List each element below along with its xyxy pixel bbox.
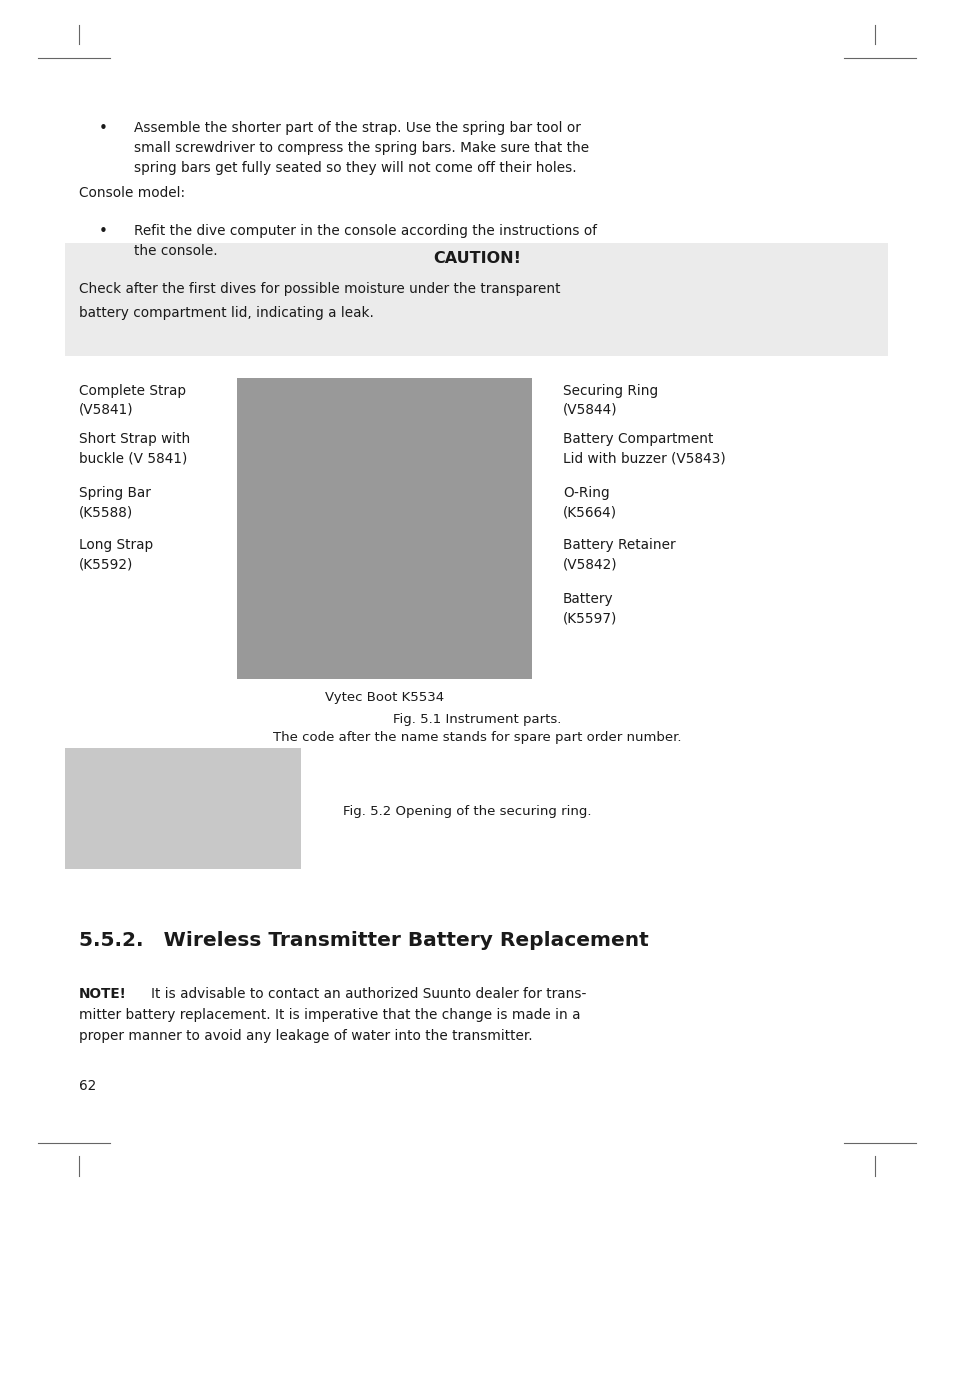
Text: buckle (V 5841): buckle (V 5841) bbox=[79, 451, 188, 465]
FancyBboxPatch shape bbox=[65, 243, 887, 356]
Text: (V5844): (V5844) bbox=[562, 403, 617, 417]
Text: Lid with buzzer (V5843): Lid with buzzer (V5843) bbox=[562, 451, 725, 465]
Text: 62: 62 bbox=[79, 1079, 96, 1093]
Text: Console model:: Console model: bbox=[79, 186, 185, 200]
Text: proper manner to avoid any leakage of water into the transmitter.: proper manner to avoid any leakage of wa… bbox=[79, 1029, 532, 1043]
Text: battery compartment lid, indicating a leak.: battery compartment lid, indicating a le… bbox=[79, 306, 374, 320]
Text: Fig. 5.2 Opening of the securing ring.: Fig. 5.2 Opening of the securing ring. bbox=[343, 805, 591, 818]
Text: (K5588): (K5588) bbox=[79, 505, 133, 519]
Text: NOTE!: NOTE! bbox=[79, 987, 127, 1000]
Text: mitter battery replacement. It is imperative that the change is made in a: mitter battery replacement. It is impera… bbox=[79, 1007, 580, 1023]
Text: Long Strap: Long Strap bbox=[79, 538, 153, 552]
Text: Battery Compartment: Battery Compartment bbox=[562, 432, 713, 446]
Text: O-Ring: O-Ring bbox=[562, 486, 609, 500]
Text: Complete Strap: Complete Strap bbox=[79, 384, 186, 397]
Text: Assemble the shorter part of the strap. Use the spring bar tool or: Assemble the shorter part of the strap. … bbox=[133, 121, 579, 135]
Text: Spring Bar: Spring Bar bbox=[79, 486, 151, 500]
Text: Securing Ring: Securing Ring bbox=[562, 384, 658, 397]
Text: Battery Retainer: Battery Retainer bbox=[562, 538, 675, 552]
Text: Check after the first dives for possible moisture under the transparent: Check after the first dives for possible… bbox=[79, 282, 560, 295]
Text: (K5592): (K5592) bbox=[79, 558, 133, 571]
Text: •: • bbox=[98, 224, 108, 239]
Text: (V5842): (V5842) bbox=[562, 558, 617, 571]
Text: 5.5.2. Wireless Transmitter Battery Replacement: 5.5.2. Wireless Transmitter Battery Repl… bbox=[79, 932, 648, 951]
Text: It is advisable to contact an authorized Suunto dealer for trans-: It is advisable to contact an authorized… bbox=[151, 987, 585, 1000]
Text: Battery: Battery bbox=[562, 592, 613, 606]
Text: (K5597): (K5597) bbox=[562, 611, 617, 625]
FancyBboxPatch shape bbox=[236, 378, 532, 679]
Text: (V5841): (V5841) bbox=[79, 403, 133, 417]
Text: The code after the name stands for spare part order number.: The code after the name stands for spare… bbox=[273, 731, 680, 744]
Text: the console.: the console. bbox=[133, 243, 217, 258]
Text: CAUTION!: CAUTION! bbox=[433, 251, 520, 266]
FancyBboxPatch shape bbox=[65, 748, 301, 869]
Text: small screwdriver to compress the spring bars. Make sure that the: small screwdriver to compress the spring… bbox=[133, 141, 588, 156]
Text: Vytec Boot K5534: Vytec Boot K5534 bbox=[325, 691, 443, 704]
Text: Fig. 5.1 Instrument parts.: Fig. 5.1 Instrument parts. bbox=[393, 713, 560, 726]
Text: •: • bbox=[98, 121, 108, 137]
Text: (K5664): (K5664) bbox=[562, 505, 617, 519]
Text: Refit the dive computer in the console according the instructions of: Refit the dive computer in the console a… bbox=[133, 224, 596, 237]
Text: spring bars get fully seated so they will not come off their holes.: spring bars get fully seated so they wil… bbox=[133, 161, 576, 175]
Text: Short Strap with: Short Strap with bbox=[79, 432, 191, 446]
